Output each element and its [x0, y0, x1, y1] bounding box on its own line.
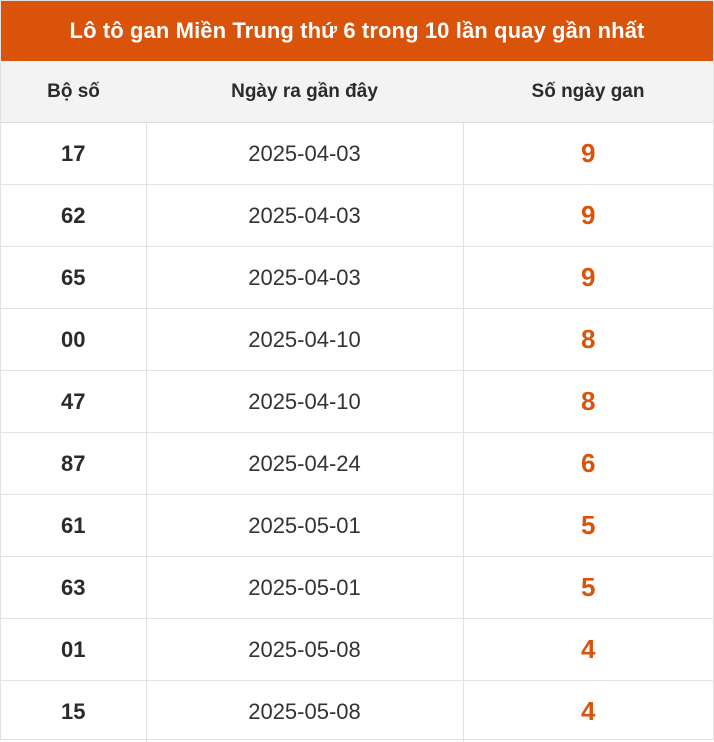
cell-ngay-ra: 2025-04-10: [146, 309, 463, 371]
cell-bo-so: 17: [1, 123, 146, 185]
cell-bo-so: 65: [1, 247, 146, 309]
cell-ngay-ra: 2025-05-01: [146, 557, 463, 619]
table-header-row: Bộ số Ngày ra gần đây Số ngày gan: [1, 61, 713, 123]
cell-ngay-ra: 2025-04-03: [146, 247, 463, 309]
column-header-ngay-ra: Ngày ra gần đây: [146, 61, 463, 123]
table-row: 00 2025-04-10 8: [1, 309, 713, 371]
table-row: 62 2025-04-03 9: [1, 185, 713, 247]
table-row: 87 2025-04-24 6: [1, 433, 713, 495]
table-row: 61 2025-05-01 5: [1, 495, 713, 557]
table-title: Lô tô gan Miền Trung thứ 6 trong 10 lần …: [1, 1, 713, 61]
cell-so-ngay-gan: 8: [463, 309, 713, 371]
cell-ngay-ra: 2025-04-03: [146, 185, 463, 247]
cell-so-ngay-gan: 9: [463, 123, 713, 185]
cell-ngay-ra: 2025-05-08: [146, 681, 463, 742]
table-row: 47 2025-04-10 8: [1, 371, 713, 433]
cell-bo-so: 15: [1, 681, 146, 742]
cell-so-ngay-gan: 9: [463, 247, 713, 309]
cell-so-ngay-gan: 9: [463, 185, 713, 247]
lotto-gan-table: Bộ số Ngày ra gần đây Số ngày gan 17 202…: [1, 61, 713, 742]
cell-so-ngay-gan: 5: [463, 557, 713, 619]
table-row: 65 2025-04-03 9: [1, 247, 713, 309]
cell-ngay-ra: 2025-05-08: [146, 619, 463, 681]
column-header-so-ngay-gan: Số ngày gan: [463, 61, 713, 123]
cell-ngay-ra: 2025-04-24: [146, 433, 463, 495]
table-row: 17 2025-04-03 9: [1, 123, 713, 185]
cell-so-ngay-gan: 4: [463, 681, 713, 742]
cell-so-ngay-gan: 5: [463, 495, 713, 557]
table-row: 63 2025-05-01 5: [1, 557, 713, 619]
cell-ngay-ra: 2025-04-03: [146, 123, 463, 185]
cell-so-ngay-gan: 4: [463, 619, 713, 681]
cell-so-ngay-gan: 8: [463, 371, 713, 433]
table-row: 15 2025-05-08 4: [1, 681, 713, 742]
cell-bo-so: 47: [1, 371, 146, 433]
cell-so-ngay-gan: 6: [463, 433, 713, 495]
cell-ngay-ra: 2025-04-10: [146, 371, 463, 433]
table-row: 01 2025-05-08 4: [1, 619, 713, 681]
cell-ngay-ra: 2025-05-01: [146, 495, 463, 557]
cell-bo-so: 63: [1, 557, 146, 619]
column-header-bo-so: Bộ số: [1, 61, 146, 123]
cell-bo-so: 00: [1, 309, 146, 371]
cell-bo-so: 62: [1, 185, 146, 247]
cell-bo-so: 01: [1, 619, 146, 681]
cell-bo-so: 61: [1, 495, 146, 557]
cell-bo-so: 87: [1, 433, 146, 495]
